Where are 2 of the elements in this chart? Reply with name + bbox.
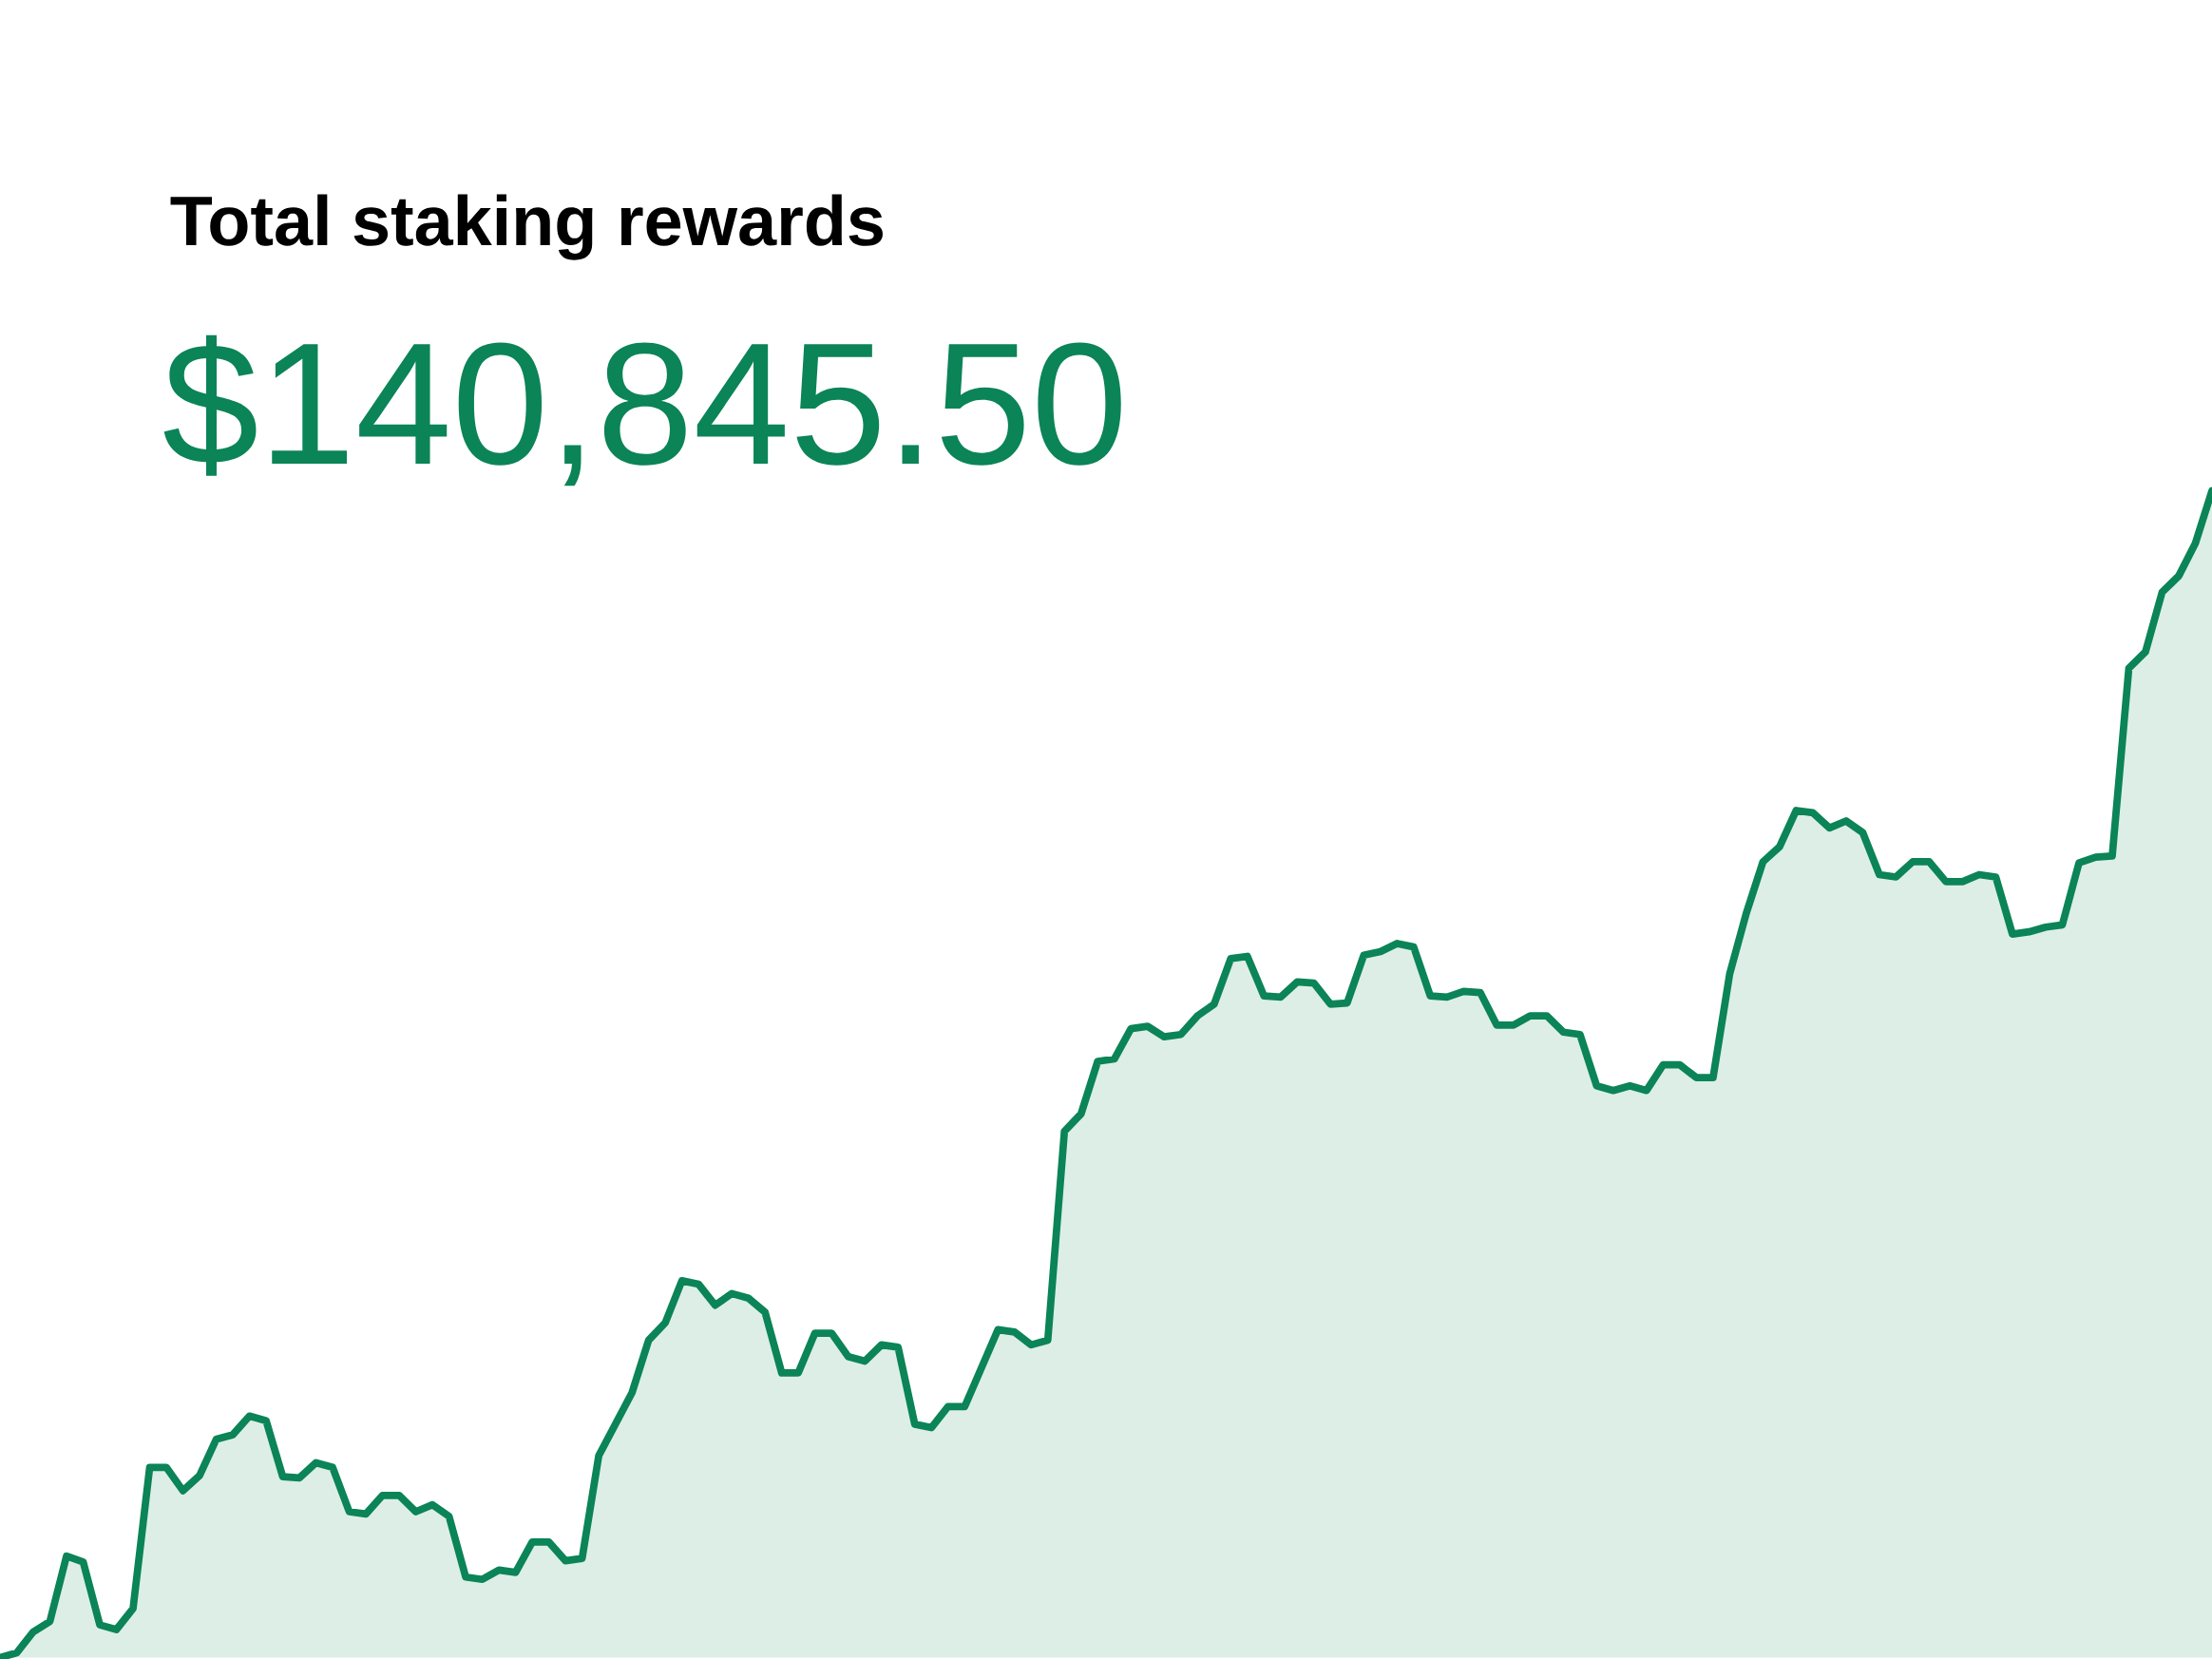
chart-title: Total staking rewards [170,194,883,260]
chart-subtitle: $140,845.50 [163,334,1121,486]
